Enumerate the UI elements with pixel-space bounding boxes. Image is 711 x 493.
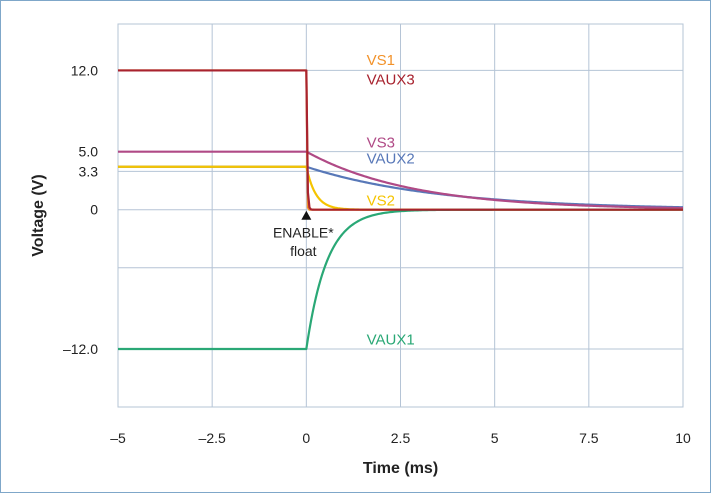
y-tick-label: 5.0 <box>79 144 99 160</box>
y-tick-label: 12.0 <box>71 62 98 78</box>
annotation-group: ENABLE* float <box>273 210 334 259</box>
series-label-vs2: VS2 <box>367 192 395 209</box>
series-label-vs1: VS1 <box>367 52 395 69</box>
y-tick-label: 0 <box>90 202 98 218</box>
x-tick-label: –5 <box>110 430 126 446</box>
x-tick-label: 2.5 <box>391 430 411 446</box>
series-line-vaux3 <box>118 69 683 211</box>
series-group <box>118 69 684 351</box>
series-label-vs3: VS3 <box>367 134 395 151</box>
enable-arrow-icon <box>301 210 312 220</box>
series-label-vaux1: VAUX1 <box>367 332 415 349</box>
series-label-vaux3: VAUX3 <box>367 72 415 89</box>
series-label-vaux2: VAUX2 <box>367 151 415 168</box>
y-tick-label: –12.0 <box>63 341 98 357</box>
y-tick-labels: 12.0 5.0 3.3 0 –12.0 <box>63 62 98 357</box>
annotation-text: ENABLE* <box>273 224 334 240</box>
x-tick-labels: –5 –2.5 0 2.5 5 7.5 10 <box>110 430 691 446</box>
y-tick-label: 3.3 <box>79 163 99 179</box>
annotation-text: float <box>290 243 317 259</box>
x-tick-label: 10 <box>675 430 691 446</box>
series-line-vs3 <box>118 150 684 210</box>
x-tick-label: 0 <box>302 430 310 446</box>
x-tick-label: 7.5 <box>579 430 599 446</box>
y-axis-title: Voltage (V) <box>30 174 47 256</box>
x-tick-label: 5 <box>491 430 499 446</box>
x-tick-label: –2.5 <box>199 430 226 446</box>
x-axis-title: Time (ms) <box>363 460 438 477</box>
